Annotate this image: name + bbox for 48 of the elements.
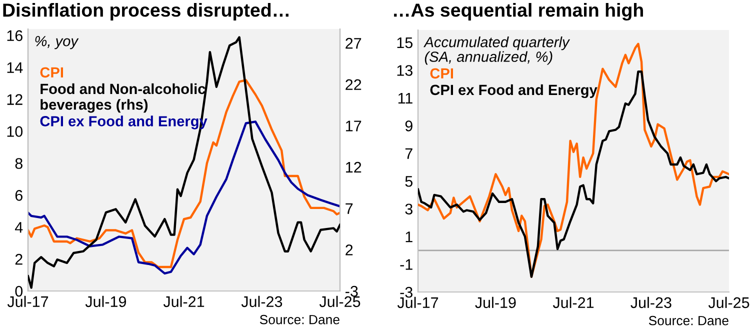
source-note: Source: Dane	[648, 316, 728, 326]
source-note: Source: Dane	[260, 314, 340, 324]
text: CPI	[430, 68, 453, 79]
text: CPI	[40, 67, 63, 78]
x-tick-label: Jul-19	[85, 296, 126, 308]
x-tick-label: Jul-21	[552, 296, 594, 308]
chart-title: …As sequential remain high	[394, 3, 643, 21]
y-tick-label: 4	[14, 222, 23, 233]
x-tick-label: Jul-23	[630, 296, 672, 308]
x-tick-label: Jul-17	[397, 296, 438, 308]
series-label: Food and Non-alcoholic beverages (rhs)	[40, 83, 206, 113]
y-tick-label: 0	[15, 286, 23, 297]
y2-tick-label: 17	[346, 120, 362, 132]
y-tick-label: 11	[398, 92, 412, 104]
y-tick-label: 3	[405, 204, 412, 215]
y-tick-label: 1	[406, 232, 412, 242]
x-tick-label: Jul-25	[319, 296, 360, 308]
x-tick-label: Jul-17	[7, 296, 48, 308]
y2-tick-label: 2	[346, 244, 353, 256]
text: Accumulated quarterly (SA, annualized, %)	[424, 36, 570, 65]
y-tick-label: -3	[400, 286, 412, 298]
y-tick-label: 8	[15, 158, 22, 169]
y2-tick-label: 7	[346, 203, 353, 214]
y-tick-label: 9	[405, 120, 412, 132]
y2-tick-label: 22	[346, 79, 362, 90]
y2-tick-label: 12	[346, 162, 362, 173]
y-tick-label: -1	[400, 259, 412, 270]
y-tick-label: 16	[7, 30, 22, 42]
chart-subtitle: %, yoy	[35, 36, 79, 50]
series-label: CPI ex Food and Energy	[430, 84, 598, 98]
y-tick-label: 12	[7, 94, 22, 105]
chart-title: Disinflation process disrupted…	[3, 3, 288, 20]
y-tick-label: 10	[7, 126, 23, 137]
line-series	[28, 79, 340, 268]
y-tick-label: 13	[397, 65, 412, 76]
y-tick-label: 5	[405, 176, 412, 187]
x-tick-label: Jul-25	[708, 296, 750, 308]
y2-tick-label: 27	[346, 38, 362, 49]
y-tick-label: 15	[397, 38, 412, 48]
x-tick-label: Jul-23	[241, 296, 282, 308]
line-series	[28, 36, 340, 289]
y-tick-label: 6	[15, 190, 22, 201]
y-tick-label: 7	[405, 148, 412, 159]
y-tick-label: 2	[15, 254, 22, 265]
y-tick-label: 14	[7, 62, 23, 73]
x-tick-label: Jul-19	[475, 296, 516, 308]
y2-tick-label: -3	[346, 286, 358, 297]
x-tick-label: Jul-21	[163, 296, 204, 308]
